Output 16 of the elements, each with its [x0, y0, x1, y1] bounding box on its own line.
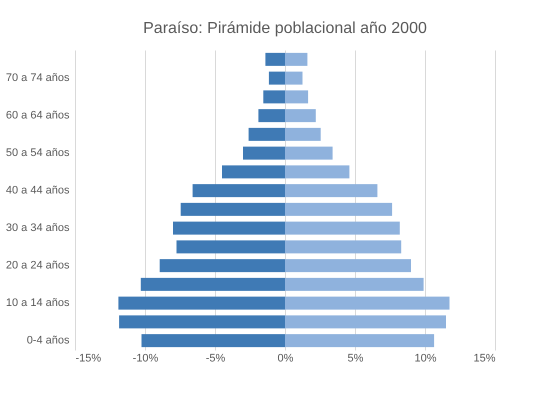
y-tick-label: 50 a 54 años [6, 147, 70, 160]
y-tick-label: 0-4 años [26, 334, 70, 347]
x-tick-label: -5% [206, 352, 226, 364]
chart-title: Paraíso: Pirámide poblacional año 2000 [143, 20, 427, 37]
x-tick-label: 10% [414, 352, 437, 364]
x-tick-label: -10% [132, 352, 159, 364]
x-tick-label: 0% [278, 352, 294, 364]
y-tick-label: 70 a 74 años [6, 72, 70, 84]
y-tick-label: 60 a 64 años [6, 110, 70, 122]
y-tick-label: 30 a 34 años [6, 222, 70, 234]
y-tick-label: 20 a 24 años [6, 260, 70, 272]
y-tick-label: 40 a 44 años [6, 184, 70, 197]
y-tick-label: 10 a 14 años [6, 297, 70, 310]
x-tick-label: -15% [76, 352, 102, 364]
x-tick-label: 5% [348, 352, 364, 364]
x-tick-label: 15% [473, 352, 496, 364]
